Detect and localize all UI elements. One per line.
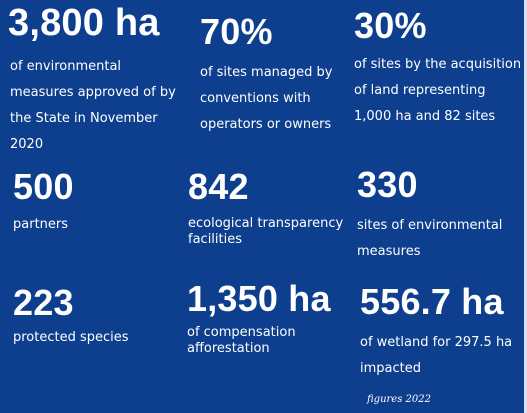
stat-value: 556.7 ha <box>360 281 504 322</box>
stat-description: of compensation afforestation <box>187 325 296 356</box>
stat-value: 330 <box>357 164 418 205</box>
stat-wetland-area: 556.7 ha of wetland for 297.5 ha impacte… <box>360 284 520 382</box>
stat-compensation-afforestation: 1,350 ha of compensation afforestation <box>187 281 352 357</box>
stat-description: ecological transparency facilities <box>188 216 344 247</box>
stat-description: protected species <box>13 330 129 345</box>
stat-description: of environmental measures approved of by… <box>10 59 176 152</box>
figures-year-footnote: figures 2022 <box>367 394 431 405</box>
stat-value: 842 <box>188 166 249 207</box>
stat-value: 70% <box>200 11 273 52</box>
stat-environmental-measures-area: 3,800 ha of environmental measures appro… <box>8 4 183 158</box>
stat-partners: 500 partners <box>13 169 173 238</box>
stat-value: 500 <box>13 166 74 207</box>
stat-value: 3,800 ha <box>8 2 160 44</box>
stat-value: 223 <box>13 282 74 323</box>
stat-description: sites of environmental measures <box>357 218 503 259</box>
stat-description: of sites managed by conventions with ope… <box>200 65 333 132</box>
stat-description: partners <box>13 217 69 232</box>
right-edge-divider <box>524 0 527 413</box>
stat-value: 1,350 ha <box>187 278 331 319</box>
stat-description: of sites by the acquisition of land repr… <box>354 57 522 124</box>
stat-sites-managed-by-conventions: 70% of sites managed by conventions with… <box>200 14 345 138</box>
stat-description: of wetland for 297.5 ha impacted <box>360 335 513 376</box>
stat-ecological-transparency-facilities: 842 ecological transparency facilities <box>188 169 353 248</box>
stat-value: 30% <box>354 5 427 46</box>
stat-environmental-measure-sites: 330 sites of environmental measures <box>357 167 517 265</box>
stat-sites-by-land-acquisition: 30% of sites by the acquisition of land … <box>354 8 524 130</box>
stat-protected-species: 223 protected species <box>13 285 173 351</box>
